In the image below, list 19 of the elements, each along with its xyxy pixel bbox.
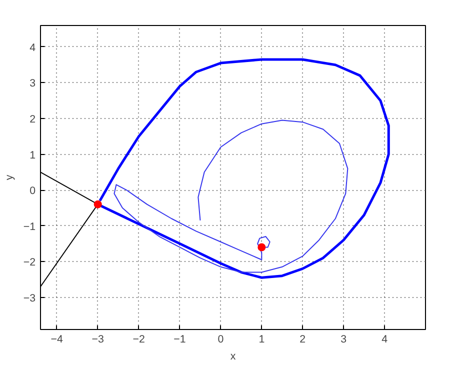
x-tick-label: −1 <box>174 334 186 346</box>
y-tick-label: 0 <box>30 185 36 198</box>
x-tick-label: 0 <box>218 334 224 346</box>
x-tick-label: 2 <box>300 334 306 346</box>
y-tick-label: 4 <box>30 42 36 54</box>
x-axis-title: x <box>230 350 236 362</box>
x-tick-label: −4 <box>50 334 64 346</box>
x-tick-label: 1 <box>258 334 265 346</box>
y-tick-label: −2 <box>23 256 36 269</box>
x-tick-label: −2 <box>132 334 145 346</box>
x-tick-label: 3 <box>340 334 347 346</box>
x-tick-label: 4 <box>382 334 388 346</box>
y-tick-label: −3 <box>23 292 36 304</box>
y-tick-label: 1 <box>30 149 36 162</box>
y-axis-title: y <box>3 174 16 180</box>
x-tick-label: −3 <box>92 334 104 346</box>
y-tick-label: 3 <box>30 78 36 90</box>
y-tick-label: −1 <box>23 220 36 233</box>
y-tick-label: 2 <box>30 113 36 126</box>
